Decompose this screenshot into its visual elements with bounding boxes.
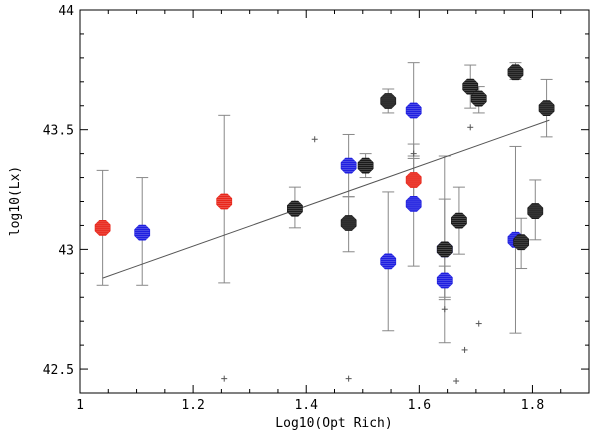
y-tick-label: 42.5 (43, 363, 74, 378)
point-blue (405, 102, 422, 119)
x-tick-label: 1.8 (521, 398, 544, 413)
point-black (451, 212, 467, 229)
point-marker (405, 172, 422, 188)
cross-marker (441, 306, 448, 313)
x-tick-label: 1.2 (181, 398, 204, 413)
point-marker (538, 100, 555, 117)
point-marker (340, 215, 357, 231)
point-black (507, 64, 524, 81)
point-marker (287, 200, 303, 217)
y-tick-label: 44 (58, 4, 74, 19)
point-marker (94, 219, 111, 236)
x-tick-label: 1.6 (408, 398, 431, 413)
x-tick-label: 1 (76, 398, 84, 413)
point-marker (436, 241, 453, 258)
point-marker (405, 102, 422, 119)
point-black (513, 234, 530, 251)
point-blue (405, 196, 422, 212)
point-black (357, 157, 374, 174)
point-black (287, 200, 303, 217)
point-black (470, 90, 487, 107)
cross-marker (311, 136, 318, 143)
y-tick-label: 43 (58, 243, 74, 258)
point-blue (380, 253, 397, 270)
point-marker (405, 196, 422, 212)
cross-marker (475, 320, 482, 327)
point-black (340, 215, 357, 231)
point-black (538, 100, 555, 117)
point-marker (507, 64, 524, 81)
cross-marker (461, 346, 468, 353)
cross-marker (453, 378, 460, 385)
cross-marker (410, 150, 417, 157)
point-black (527, 203, 544, 219)
y-axis-label: log10(Lx) (8, 166, 23, 236)
point-marker (340, 157, 357, 174)
cross-marker (345, 375, 352, 382)
axis-ticks: 1 1.2 1.4 1.6 1.8 42.5 43 43.5 44 (43, 4, 590, 413)
point-marker (216, 193, 233, 210)
x-axis-label: Log10(Opt Rich) (275, 416, 392, 431)
point-marker (357, 157, 374, 174)
point-red (216, 193, 233, 210)
point-marker (380, 93, 397, 109)
point-marker (527, 203, 544, 219)
point-marker (380, 253, 397, 270)
fit-line-group (102, 119, 550, 279)
point-marker (470, 90, 487, 107)
point-red (405, 172, 422, 188)
fit-line (102, 119, 550, 279)
error-bars (96, 62, 553, 344)
cross-marker (221, 375, 228, 382)
y-tick-label: 43.5 (43, 124, 74, 139)
point-marker (462, 78, 479, 95)
cross-marker (467, 124, 474, 131)
x-tick-label: 1.4 (294, 398, 318, 413)
point-black (380, 93, 397, 109)
point-blue (340, 157, 357, 174)
point-marker (513, 234, 530, 251)
data-points (94, 64, 555, 289)
cross-markers (221, 124, 482, 385)
point-black (462, 78, 479, 95)
point-blue (436, 272, 453, 289)
point-red (94, 219, 111, 236)
point-marker (451, 212, 467, 229)
point-blue (134, 224, 151, 241)
point-marker (134, 224, 151, 241)
point-black (436, 241, 453, 258)
point-marker (436, 272, 453, 289)
